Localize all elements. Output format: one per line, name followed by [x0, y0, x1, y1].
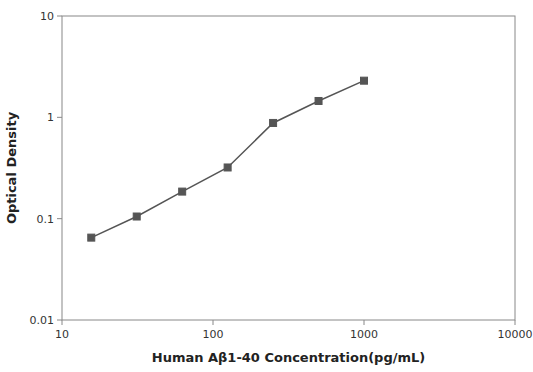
page: {"chart_data": {"type": "line", "xlabel"…: [0, 0, 533, 372]
chart-svg: 10 100 1000 10000 0.01 0.1 1 10 Human Aβ1-40 Con…: [0, 0, 533, 372]
x-tick-label: 10: [55, 328, 69, 341]
x-axis-label: Human Aβ1-40 Concentration(pg/mL): [152, 350, 426, 365]
y-tick: [57, 320, 62, 321]
y-tick: [57, 218, 62, 219]
y-tick-label: 0.1: [37, 213, 55, 226]
x-tick-label: 1000: [350, 328, 378, 341]
y-tick-label: 0.01: [30, 314, 55, 327]
plot-frame: [62, 16, 515, 320]
x-tick: [364, 320, 365, 325]
chart-container: 10 100 1000 10000 0.01 0.1 1 10 Human Aβ1-40 Con…: [0, 0, 533, 372]
y-axis-label: Optical Density: [4, 111, 19, 224]
y-tick-label: 10: [40, 10, 54, 23]
data-line: [91, 81, 364, 238]
x-tick-label: 100: [203, 328, 224, 341]
x-tick: [213, 320, 214, 325]
data-marker: [224, 164, 231, 171]
x-tick: [515, 320, 516, 325]
plot-area: [88, 77, 368, 241]
data-marker: [270, 119, 277, 126]
data-marker: [133, 213, 140, 220]
x-tick-label: 10000: [498, 328, 533, 341]
data-marker: [179, 188, 186, 195]
y-tick: [57, 16, 62, 17]
y-tick-label: 1: [47, 111, 54, 124]
data-marker: [315, 97, 322, 104]
x-tick: [62, 320, 63, 325]
y-tick: [57, 117, 62, 118]
data-marker: [361, 77, 368, 84]
data-marker: [88, 234, 95, 241]
